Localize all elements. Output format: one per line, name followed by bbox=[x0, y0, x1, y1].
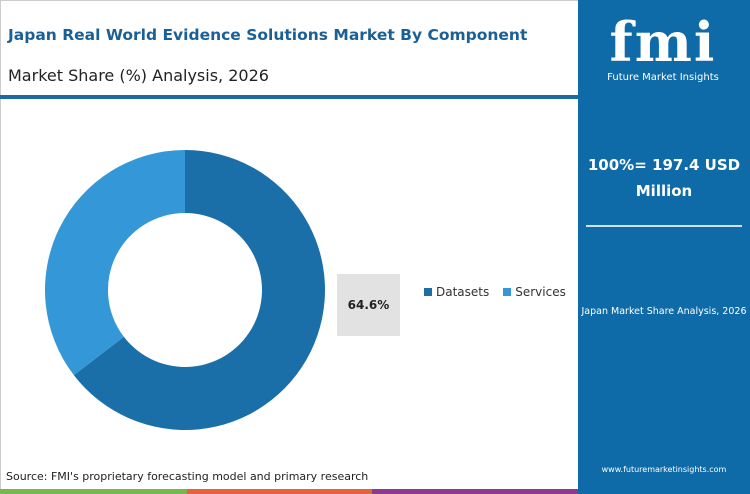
legend-item-datasets: Datasets bbox=[424, 285, 489, 299]
footer-bar-green bbox=[0, 489, 187, 494]
legend-swatch bbox=[424, 288, 432, 296]
legend: Datasets Services bbox=[424, 285, 566, 299]
panel-subtitle: Japan Market Share Analysis, 2026 bbox=[581, 306, 747, 317]
donut-slice-datasets bbox=[73, 150, 325, 430]
donut-slice-services bbox=[45, 150, 185, 376]
info-panel: fmi Future Market Insights 100%= 197.4 U… bbox=[578, 0, 750, 494]
source-note: Source: FMI's proprietary forecasting mo… bbox=[6, 470, 369, 483]
footer-bar-purple bbox=[372, 489, 578, 494]
legend-swatch bbox=[503, 288, 512, 296]
panel-divider bbox=[586, 225, 742, 227]
legend-item-services: Services bbox=[503, 285, 566, 299]
chart-title: Japan Real World Evidence Solutions Mark… bbox=[8, 26, 528, 44]
logo-mark: fmi bbox=[609, 10, 717, 74]
highlight-label: 64.6% bbox=[337, 274, 400, 336]
chart-subtitle: Market Share (%) Analysis, 2026 bbox=[8, 66, 269, 85]
footer-bar-orange bbox=[187, 489, 372, 494]
logo-caption: Future Market Insights bbox=[607, 72, 719, 83]
legend-label: Datasets bbox=[436, 285, 490, 299]
donut-chart bbox=[45, 150, 325, 430]
website-url[interactable]: www.futuremarketinsights.com bbox=[601, 465, 727, 474]
fmi-logo: fmi Future Market Insights bbox=[603, 12, 723, 83]
market-total: 100%= 197.4 USD Million bbox=[587, 156, 741, 200]
legend-label: Services bbox=[515, 285, 566, 299]
header-divider bbox=[0, 95, 578, 99]
